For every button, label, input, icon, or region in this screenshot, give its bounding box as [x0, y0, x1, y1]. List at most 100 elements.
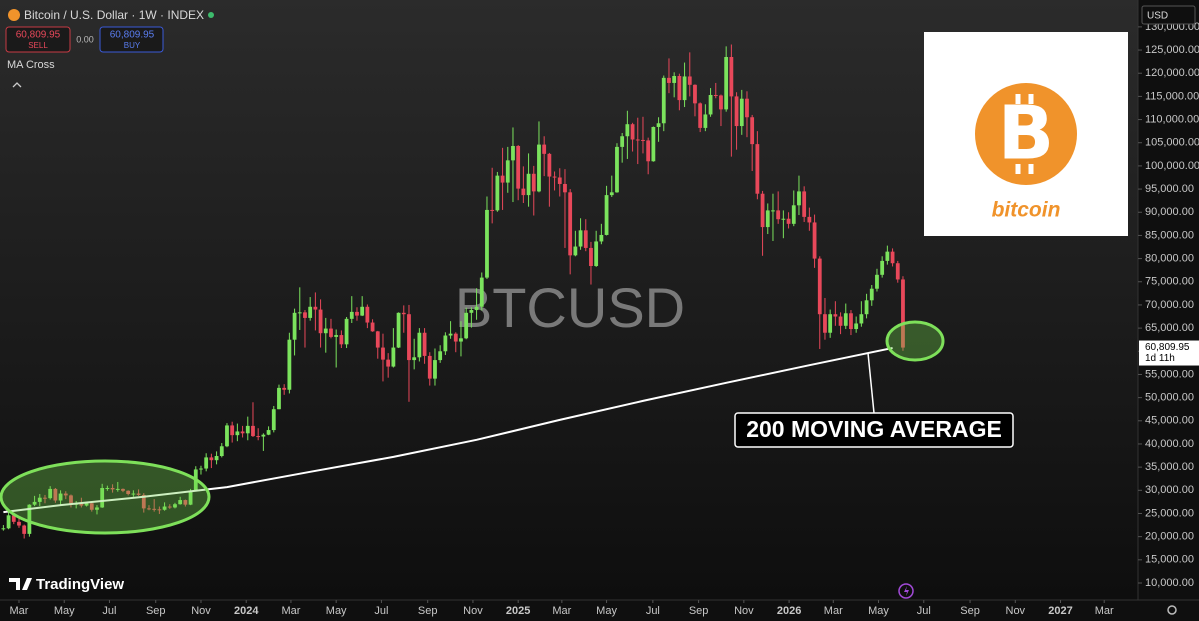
candle-body [505, 160, 510, 183]
candle-body [386, 359, 391, 367]
indicator-label[interactable]: MA Cross [7, 59, 55, 71]
currency-label: USD [1147, 11, 1168, 22]
candle-body [334, 335, 339, 337]
last-price-box [1139, 340, 1199, 366]
candle-body [635, 139, 640, 141]
candle-body [599, 234, 604, 242]
annotation-text: 200 MOVING AVERAGE [746, 416, 1002, 442]
candle-body [17, 521, 21, 526]
candle-body [100, 487, 105, 508]
brand-name[interactable]: TradingView [36, 576, 124, 593]
y-tick-label: 15,000.00 [1145, 554, 1194, 566]
y-tick-label: 100,000.00 [1145, 160, 1199, 172]
collapse-caret[interactable] [12, 82, 22, 88]
candle-body [69, 495, 73, 505]
x-tick-label: Jul [102, 605, 116, 617]
candle-body [745, 98, 749, 118]
candle-body [438, 351, 443, 361]
candle-body [875, 274, 879, 289]
candle-body [381, 347, 385, 360]
candle-body [485, 209, 489, 278]
alert-icon[interactable] [898, 583, 914, 599]
sell-price: 60,809.95 [16, 30, 61, 41]
x-tick-label: Jul [374, 605, 388, 617]
x-tick-label: Mar [824, 605, 843, 617]
candle-body [620, 136, 625, 147]
candle-body [661, 77, 666, 124]
candle-body [802, 191, 807, 217]
y-tick-label: 65,000.00 [1145, 322, 1194, 334]
candle-body [646, 140, 651, 162]
candle-body [167, 506, 172, 508]
brand-icon [9, 578, 32, 590]
candle-body [495, 175, 500, 211]
candle-body [828, 314, 833, 333]
candle-body [95, 507, 99, 510]
highlight-ellipse [0, 459, 211, 535]
candle-body [849, 313, 853, 330]
candle-body [292, 312, 297, 340]
annotation-leader [867, 352, 875, 414]
y-tick-label: 70,000.00 [1145, 299, 1194, 311]
candle-body [105, 487, 110, 489]
candle-body [245, 425, 250, 434]
y-tick-label: 75,000.00 [1145, 276, 1194, 288]
candle-body [464, 312, 469, 339]
time-axis-background [0, 600, 1138, 621]
candle-body [693, 84, 697, 104]
candle-body [235, 431, 240, 436]
candle-body [734, 96, 739, 127]
candle-body [500, 175, 505, 183]
x-tick-label: May [596, 605, 617, 617]
last-price-label: 60,809.95 [1145, 342, 1190, 353]
candle-body [443, 335, 448, 352]
candle-body [147, 508, 151, 510]
candle-body [214, 456, 219, 461]
candle-body [313, 306, 318, 310]
buy-button[interactable] [99, 26, 164, 53]
candle-body [542, 144, 547, 154]
candle-body [630, 124, 635, 140]
candle-body [329, 328, 333, 337]
candle-body [739, 98, 744, 127]
candle-body [303, 312, 307, 318]
candle-body [178, 500, 183, 505]
candle-body [526, 173, 531, 196]
candle-body [355, 311, 359, 316]
candle-body [22, 525, 27, 534]
candle-body [412, 357, 417, 361]
candle-body [11, 515, 16, 522]
buy-label: BUY [124, 41, 141, 50]
candle-body [131, 493, 136, 495]
candle-body [552, 176, 557, 178]
x-tick-label: Mar [1095, 605, 1114, 617]
candle-body [219, 446, 224, 457]
candle-body [713, 95, 718, 97]
x-tick-label: May [868, 605, 889, 617]
settings-icon[interactable] [1167, 605, 1177, 615]
candle-body [703, 114, 708, 128]
candle-body [157, 509, 162, 511]
currency-button[interactable] [1141, 5, 1196, 25]
x-tick-label: Nov [463, 605, 483, 617]
candle-body [698, 103, 703, 128]
candle-body [256, 436, 261, 438]
y-tick-label: 35,000.00 [1145, 461, 1194, 473]
candle-body [199, 468, 203, 470]
sell-button[interactable] [5, 26, 71, 53]
candle-body [589, 247, 593, 267]
candle-body [126, 490, 131, 495]
candle-body [422, 332, 427, 356]
x-tick-label: Sep [960, 605, 980, 617]
candle-body [594, 241, 599, 267]
candle-body [183, 500, 188, 505]
candle-body [453, 333, 458, 342]
candle-body [625, 124, 630, 137]
candle-body [204, 457, 209, 469]
symbol-title[interactable]: Bitcoin / U.S. Dollar · 1W · INDEX [24, 8, 204, 22]
candle-body [583, 230, 588, 248]
candle-body [719, 95, 723, 110]
candle-body [266, 430, 271, 435]
candle-body [760, 193, 765, 228]
y-tick-label: 85,000.00 [1145, 229, 1194, 241]
